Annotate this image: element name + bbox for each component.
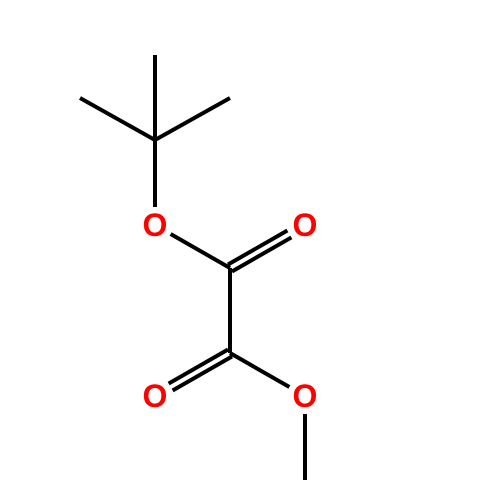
atom-label-O4: O bbox=[293, 378, 318, 414]
bond-line bbox=[230, 353, 289, 387]
bond-line bbox=[173, 356, 232, 390]
atom-label-O1: O bbox=[143, 207, 168, 243]
bond-line bbox=[171, 234, 230, 268]
bond-line bbox=[232, 237, 291, 271]
bond-line bbox=[155, 98, 230, 140]
bond-line bbox=[169, 350, 228, 384]
atom-label-O2: O bbox=[293, 207, 318, 243]
molecule-canvas: O O O O bbox=[0, 0, 500, 500]
atom-label-O3: O bbox=[143, 378, 168, 414]
bond-line bbox=[228, 230, 287, 264]
bond-line bbox=[80, 98, 155, 140]
